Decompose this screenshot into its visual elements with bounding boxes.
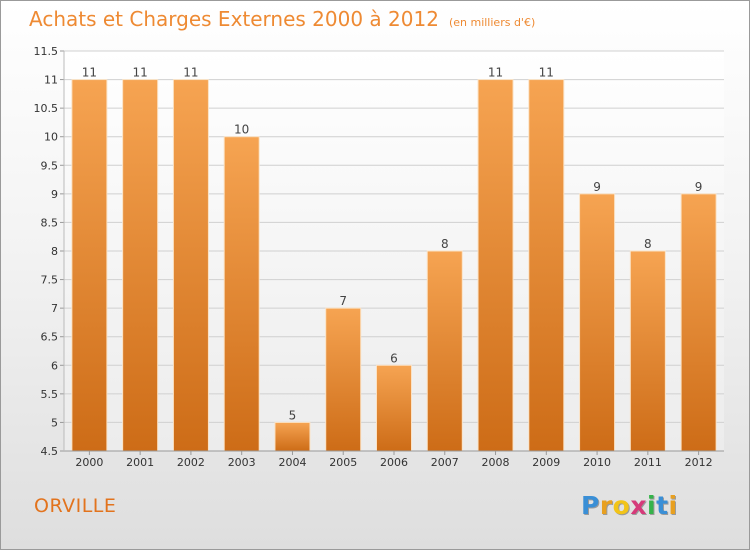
y-tick-label: 7.5 (41, 274, 59, 287)
bar (223, 136, 260, 452)
y-tick-label: 11.5 (34, 45, 59, 58)
data-label: 11 (183, 66, 198, 80)
bar (122, 79, 159, 452)
x-axis-ticks: 2000 2001 2002 2003 2004 2005 2006 2007 2008 2009… (75, 451, 713, 469)
x-tick-label: 2005 (329, 456, 357, 469)
bar (426, 250, 463, 452)
data-label: 5 (289, 408, 297, 422)
data-label: 8 (441, 237, 449, 251)
chart-title: Achats et Charges Externes 2000 à 2012 (e… (29, 7, 535, 31)
x-tick-label: 2009 (532, 456, 560, 469)
y-tick-label: 6 (51, 359, 58, 372)
bar (528, 79, 565, 452)
bar (325, 307, 362, 452)
data-label: 11 (133, 66, 148, 80)
y-axis-ticks: 4.5 5 5.5 6 6.5 7 7.5 8 8.5 9 9.5 10 10.5 11 11.5 (34, 45, 64, 458)
y-tick-label: 6.5 (41, 331, 59, 344)
x-tick-label: 2010 (583, 456, 611, 469)
data-labels: 11 11 11 10 5 7 6 8 11 11 9 8 9 (82, 66, 703, 423)
logo-letter: x (630, 491, 647, 520)
bar (477, 79, 514, 452)
y-tick-label: 10.5 (34, 102, 59, 115)
bar (71, 79, 108, 452)
x-tick-label: 2008 (482, 456, 510, 469)
x-tick-label: 2007 (431, 456, 459, 469)
y-tick-label: 4.5 (41, 445, 59, 458)
y-tick-label: 8 (51, 245, 58, 258)
x-tick-label: 2011 (634, 456, 662, 469)
y-tick-label: 5.5 (41, 388, 59, 401)
logo-letter: t (656, 491, 669, 520)
proxiti-logo[interactable]: Proxiti (581, 491, 678, 520)
logo-letter: o (612, 491, 631, 520)
y-tick-label: 10 (44, 131, 58, 144)
bar (579, 193, 616, 452)
logo-letter: r (599, 491, 613, 520)
chart-title-text: Achats et Charges Externes 2000 à 2012 (29, 7, 439, 31)
y-tick-label: 11 (44, 74, 58, 87)
bar (172, 79, 209, 452)
data-label: 9 (695, 180, 703, 194)
y-tick-label: 9 (51, 188, 58, 201)
y-tick-label: 9.5 (41, 159, 59, 172)
x-tick-label: 2002 (177, 456, 205, 469)
x-tick-label: 2003 (228, 456, 256, 469)
data-label: 7 (339, 294, 347, 308)
y-tick-label: 8.5 (41, 216, 59, 229)
bar (629, 250, 666, 452)
logo-letter: i (647, 491, 657, 520)
data-label: 11 (82, 66, 97, 80)
location-label: ORVILLE (34, 495, 117, 517)
x-tick-label: 2006 (380, 456, 408, 469)
bars (71, 79, 717, 452)
data-label: 6 (390, 351, 398, 365)
y-tick-label: 7 (51, 302, 58, 315)
data-label: 9 (593, 180, 601, 194)
logo-letter: P (581, 491, 600, 520)
x-tick-label: 2004 (278, 456, 306, 469)
data-label: 11 (539, 66, 554, 80)
bar (376, 364, 412, 452)
x-tick-label: 2012 (685, 456, 713, 469)
logo-letter: i (668, 491, 678, 520)
y-tick-label: 5 (51, 416, 58, 429)
data-label: 8 (644, 237, 652, 251)
bar (680, 193, 717, 452)
x-tick-label: 2001 (126, 456, 154, 469)
data-label: 11 (488, 66, 503, 80)
data-label: 10 (234, 123, 249, 137)
x-tick-label: 2000 (75, 456, 103, 469)
bar (274, 421, 311, 452)
chart-subtitle: (en milliers d'€) (448, 16, 536, 29)
